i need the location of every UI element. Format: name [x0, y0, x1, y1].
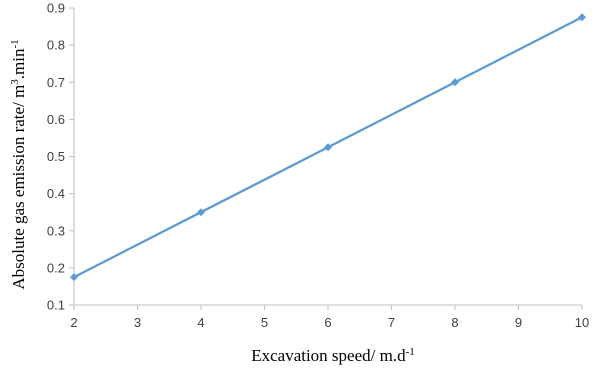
- y-tick-label: 0.3: [47, 223, 65, 238]
- y-tick-label: 0.2: [47, 260, 65, 275]
- x-tick-label: 3: [134, 315, 141, 330]
- x-tick-label: 5: [261, 315, 268, 330]
- data-point-marker: [451, 78, 459, 87]
- y-axis-title-sup1: 3: [9, 79, 21, 85]
- data-point-marker: [324, 143, 332, 152]
- x-tick-label: 10: [575, 315, 589, 330]
- x-tick-label: 2: [70, 315, 77, 330]
- x-axis-title-base: Excavation speed/ m.d: [251, 346, 406, 365]
- x-axis-title-sup: -1: [406, 346, 415, 358]
- x-tick-label: 6: [324, 315, 331, 330]
- x-tick-label: 7: [388, 315, 395, 330]
- x-tick-label: 4: [197, 315, 204, 330]
- y-tick-label: 0.6: [47, 112, 65, 127]
- y-tick-label: 0.7: [47, 75, 65, 90]
- axes: [69, 7, 583, 310]
- y-tick-label: 0.8: [47, 38, 65, 53]
- y-axis-title-sup2: -1: [9, 39, 21, 48]
- y-tick-label: 0.5: [47, 149, 65, 164]
- y-tick-label: 0.9: [47, 1, 65, 16]
- series-group: [70, 13, 586, 282]
- x-tick-label: 8: [451, 315, 458, 330]
- x-tick-label: 9: [515, 315, 522, 330]
- x-tick-labels: 2 3 4 5 6 7 8 9 10: [70, 315, 589, 330]
- y-axis-title: Absolute gas emission rate/ m3.min-1: [9, 39, 28, 289]
- x-axis-title: Excavation speed/ m.d-1: [251, 346, 415, 365]
- data-point-marker: [70, 273, 78, 282]
- y-tick-label: 0.4: [47, 186, 65, 201]
- data-point-marker: [197, 208, 205, 217]
- y-axis-title-a: Absolute gas emission rate/ m: [9, 85, 28, 290]
- y-tick-labels: 0.1 0.2 0.3 0.4 0.5 0.6 0.7 0.8 0.9: [47, 1, 65, 313]
- data-point-marker: [578, 13, 586, 22]
- y-axis-title-b: .min: [9, 48, 28, 79]
- y-tick-label: 0.1: [47, 298, 65, 313]
